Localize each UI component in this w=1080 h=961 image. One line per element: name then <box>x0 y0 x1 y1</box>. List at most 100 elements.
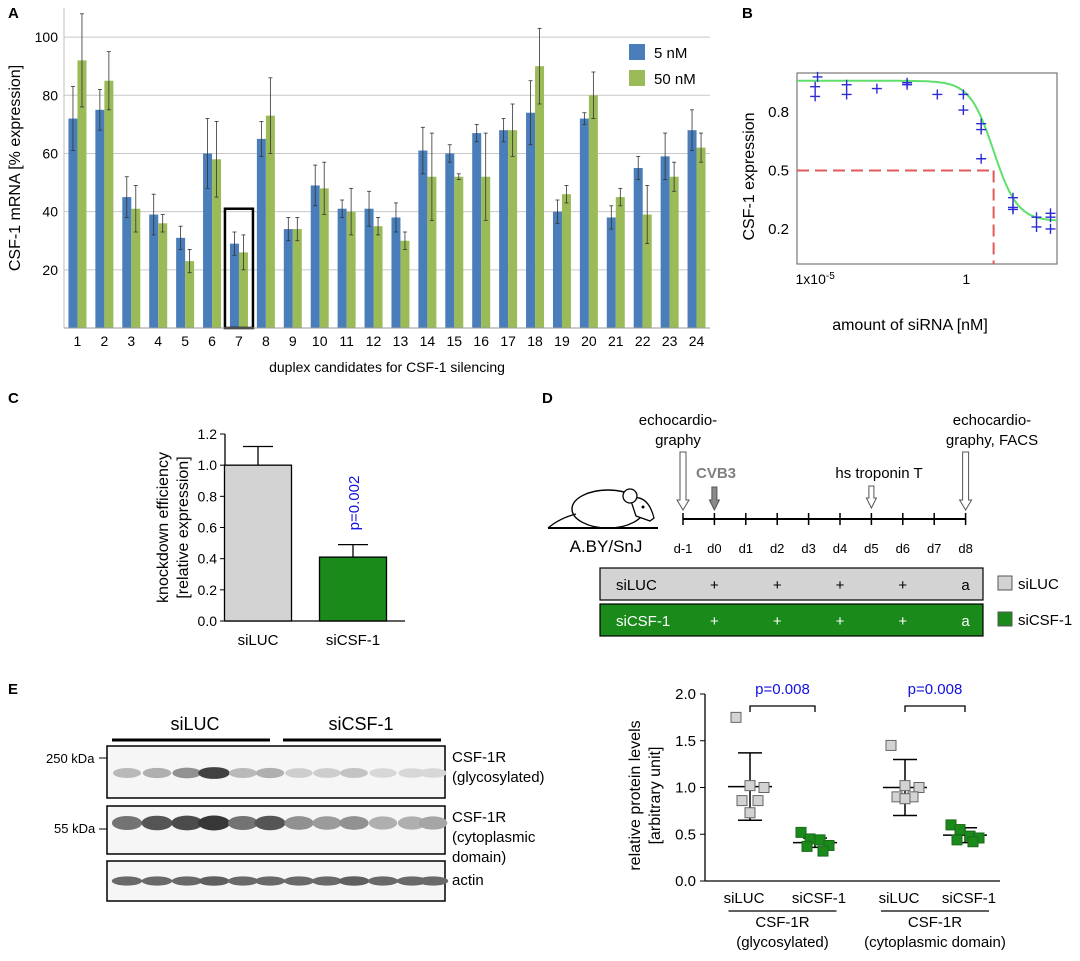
mouse-tail <box>547 513 577 529</box>
blot-band <box>141 876 173 886</box>
blot-band <box>198 876 230 886</box>
day-label: d1 <box>739 541 753 556</box>
p-value: p=0.008 <box>755 681 810 698</box>
x-tick-label: 17 <box>500 333 516 349</box>
echo-arrow-start <box>676 451 690 511</box>
bar-50nm <box>427 176 437 328</box>
y-tick-label: 0.2 <box>198 582 218 598</box>
x-tick-label: 19 <box>554 333 570 349</box>
x-tick-label: siLUC <box>724 890 765 907</box>
marker-label: 250 kDa <box>46 751 95 766</box>
data-point <box>744 780 756 792</box>
blot-band <box>340 768 368 778</box>
blot-band <box>198 767 230 779</box>
bar-50nm <box>319 188 329 328</box>
data-point <box>736 795 748 807</box>
echo-end-label: graphy, FACS <box>946 432 1038 449</box>
bar-50nm <box>642 214 652 328</box>
panel-e: E siLUC siCSF-1 CSF-1R (glycosylated) CSF-1R… <box>8 681 1006 951</box>
data-point <box>1007 204 1018 215</box>
y-tick-label: 2.0 <box>675 686 696 703</box>
dose-mark: + <box>836 613 845 630</box>
blot-band <box>311 876 343 886</box>
blot-band <box>112 767 142 779</box>
y-tick-label: 80 <box>42 87 58 103</box>
y-tick-label: 0.2 <box>768 221 789 238</box>
dose-mark: + <box>773 577 782 594</box>
data-point <box>913 782 925 793</box>
bar-5nm <box>391 217 401 328</box>
group-label: siCSF-1 <box>328 714 393 734</box>
blot-label: CSF-1R <box>452 749 506 766</box>
data-point <box>817 845 829 857</box>
legend-swatch <box>629 70 645 86</box>
dose-mark: + <box>898 613 907 630</box>
blot-band <box>369 768 397 778</box>
dose-mark: + <box>710 613 719 630</box>
bar-5nm <box>203 153 213 328</box>
blot-label: (cytoplasmic <box>452 829 536 846</box>
day-label: d3 <box>801 541 815 556</box>
blot-band <box>141 815 173 831</box>
y-tick-label: 20 <box>42 262 58 278</box>
bar-50nm <box>400 240 410 328</box>
data-point <box>810 91 821 102</box>
x-tick-label: 12 <box>366 333 382 349</box>
bar-5nm <box>579 118 589 328</box>
plot-frame <box>796 72 1058 265</box>
bar-50nm <box>238 252 248 328</box>
x-tick-label: 1x10-5 <box>796 271 836 288</box>
x-tick-label: 11 <box>339 333 354 349</box>
virus-label: CVB3 <box>696 465 736 482</box>
blot-band <box>228 767 258 779</box>
data-point <box>1045 212 1056 223</box>
blot-band <box>419 768 447 778</box>
fit-curve <box>797 79 1058 222</box>
panel-d-label: D <box>542 390 553 407</box>
blot-band <box>312 816 342 830</box>
x-tick-label: siLUC <box>238 632 279 649</box>
echo-start-label: graphy <box>655 432 701 449</box>
bar-50nm <box>561 194 571 328</box>
bar-5nm <box>95 109 105 329</box>
bar-50nm <box>508 130 518 328</box>
legend-swatch <box>997 575 1013 591</box>
blot-label: actin <box>452 872 484 889</box>
day-label: d2 <box>770 541 784 556</box>
data-point <box>899 793 911 805</box>
x-tick-label: 13 <box>393 333 409 349</box>
bar-siluc <box>223 464 293 622</box>
bar-5nm <box>633 168 643 328</box>
bar-5nm <box>364 208 374 328</box>
y-tick-label: 0.6 <box>198 520 218 536</box>
bar-5nm <box>122 197 132 328</box>
treatment-row-sicsf1 <box>599 603 984 637</box>
x-tick-label: 1 <box>74 333 82 349</box>
y-tick-label: 40 <box>42 204 58 220</box>
group-title: CSF-1R <box>908 914 962 931</box>
blot-band <box>417 876 449 886</box>
y-axis-title: relative protein levels <box>627 720 644 870</box>
data-point <box>902 77 913 88</box>
data-point <box>932 89 943 100</box>
data-point <box>795 826 807 838</box>
data-point <box>976 153 987 164</box>
bar-50nm <box>158 223 168 328</box>
bar-50nm <box>696 147 706 328</box>
x-tick-label: 10 <box>312 333 328 349</box>
x-tick-label: 4 <box>154 333 162 349</box>
bar-5nm <box>176 237 186 328</box>
dose-mark: a <box>961 613 970 630</box>
blot-band <box>171 815 203 831</box>
x-axis-title: duplex candidates for CSF-1 silencing <box>269 359 505 375</box>
bar-5nm <box>149 214 159 328</box>
x-tick-label: 23 <box>662 333 678 349</box>
bar-50nm <box>588 95 598 328</box>
dose-mark: + <box>836 577 845 594</box>
virus-arrow <box>708 486 721 512</box>
day-label: d6 <box>896 541 910 556</box>
bar-5nm <box>337 208 347 328</box>
bar-50nm <box>292 229 302 328</box>
